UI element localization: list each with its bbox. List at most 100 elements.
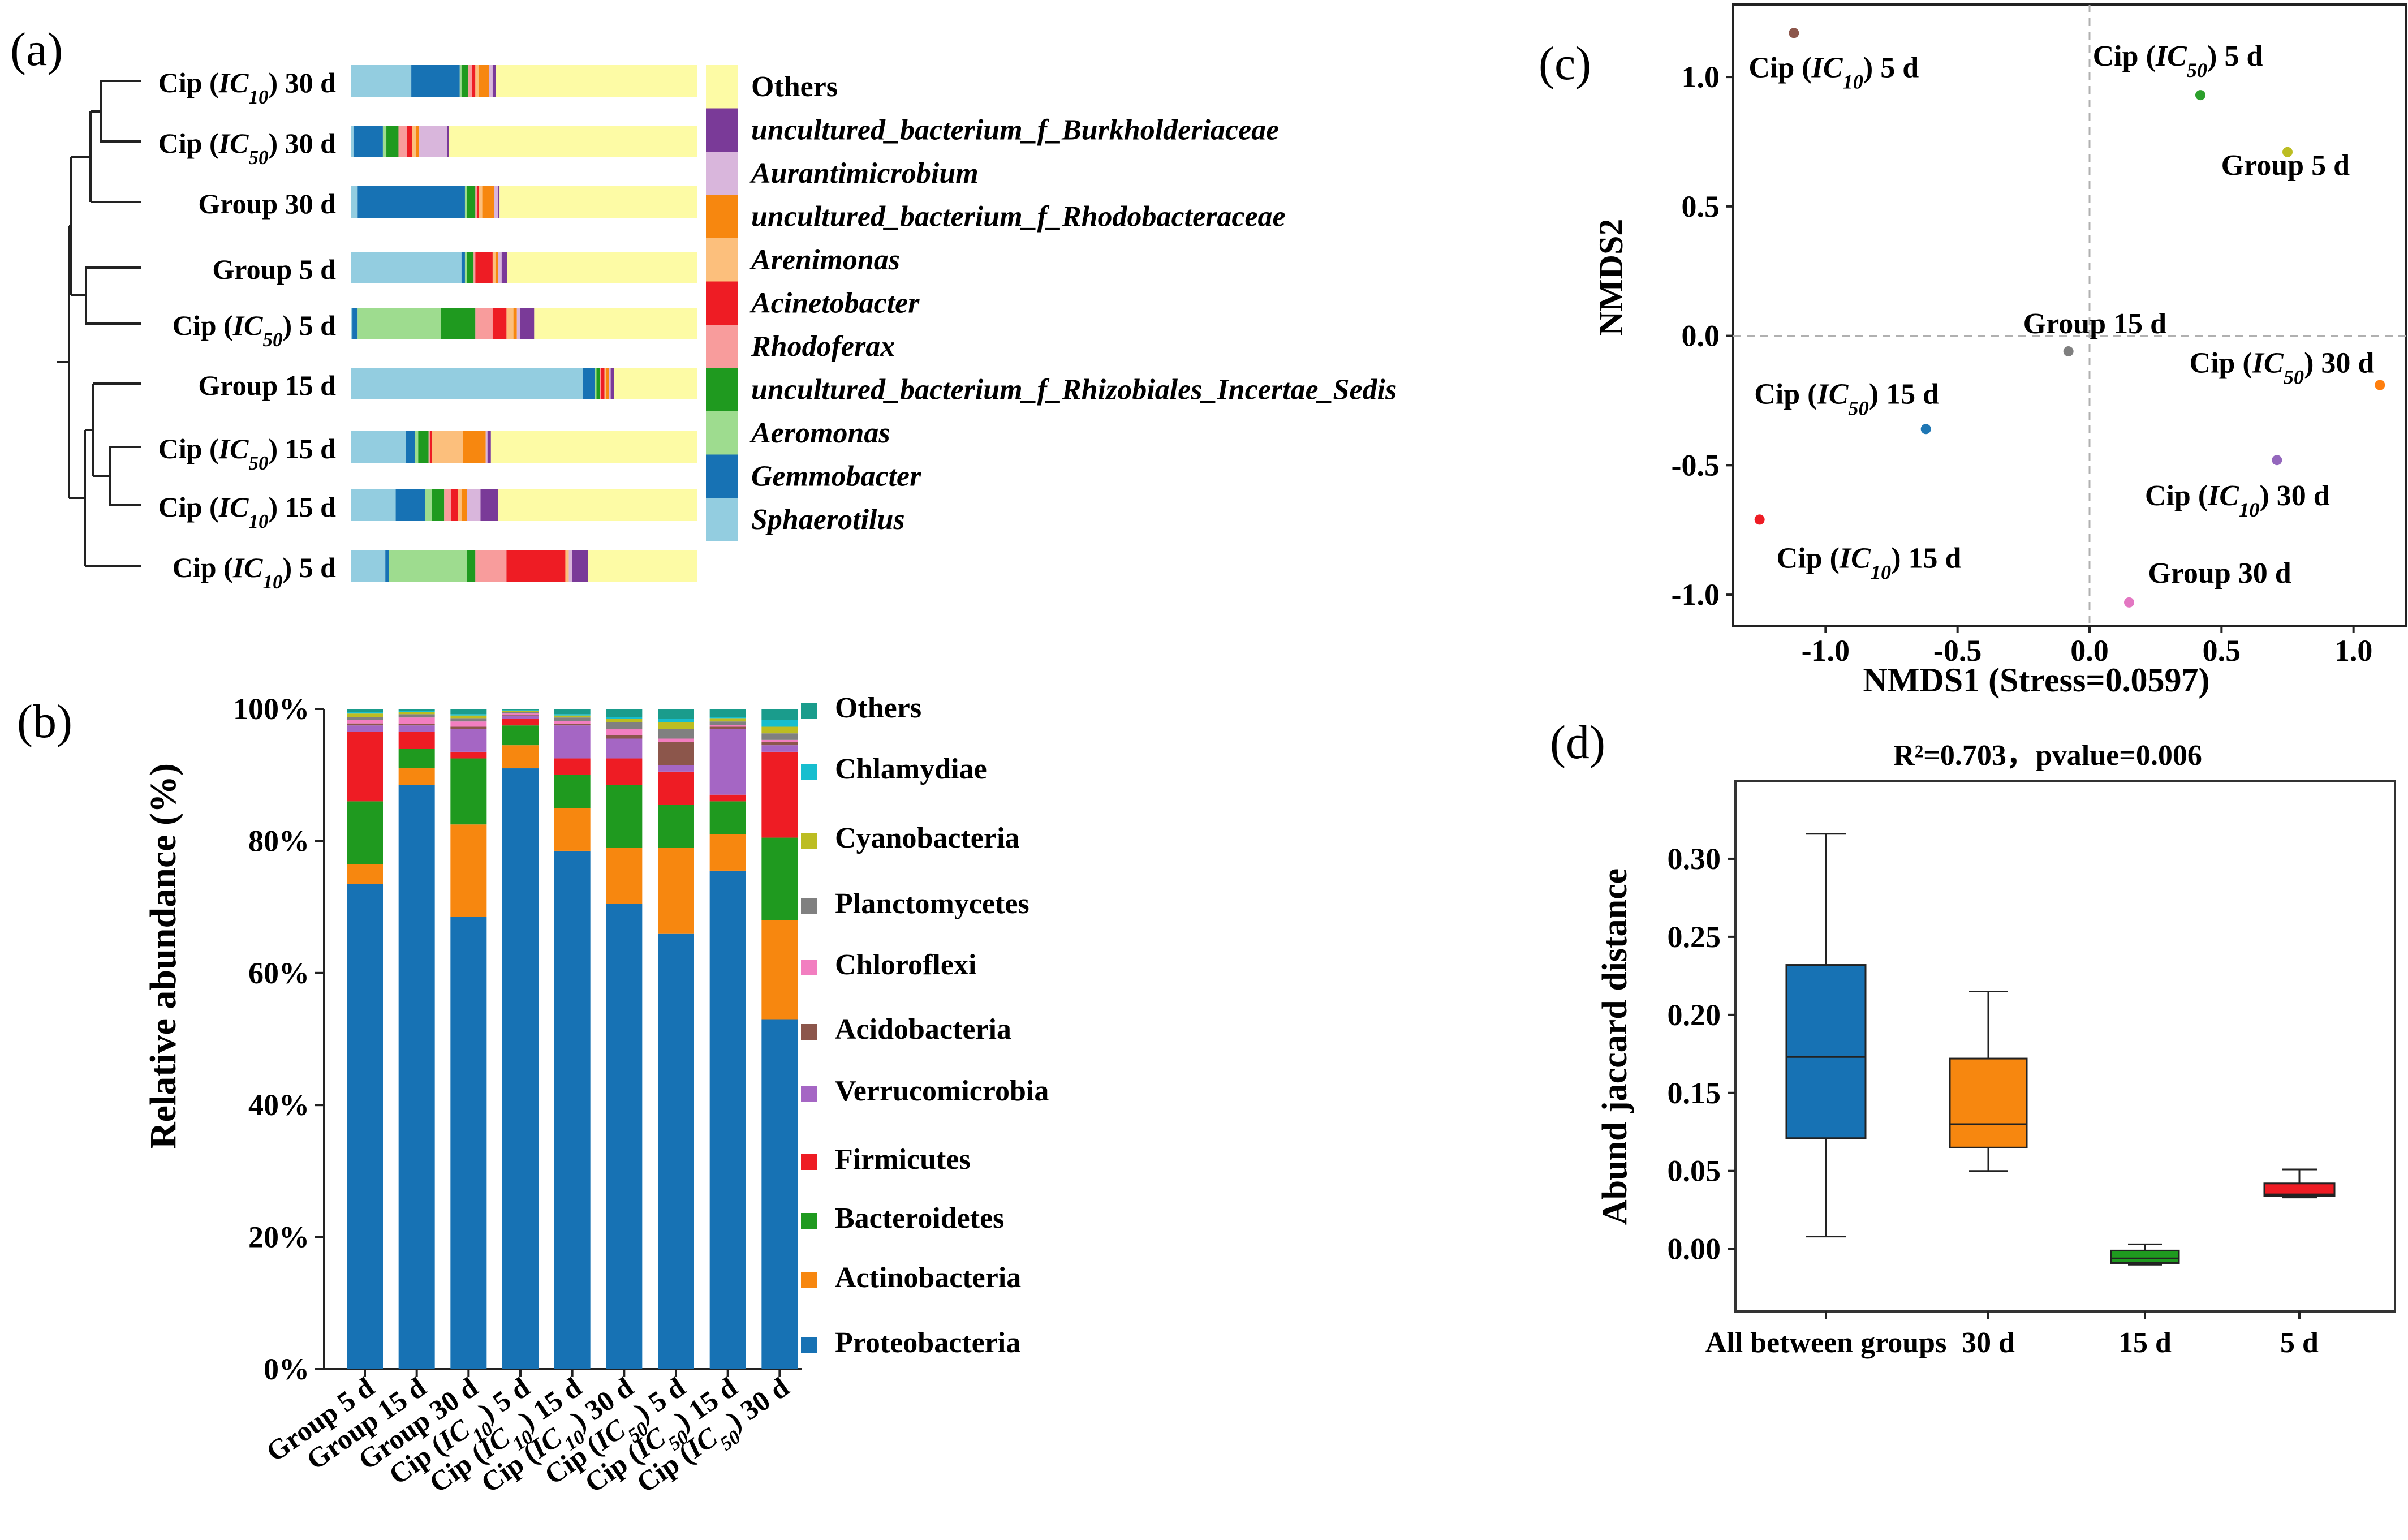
b-bar-segment (450, 718, 487, 722)
genus-bar-segment (428, 431, 430, 463)
b-bar-segment (398, 724, 435, 726)
b-bar-segment (450, 715, 487, 719)
genus-legend-swatch (706, 411, 738, 455)
genus-bar-segment (467, 186, 476, 218)
b-y-tick-label: 0% (264, 1352, 309, 1386)
genus-legend-label: Aeromonas (749, 417, 890, 449)
b-bar-segment (761, 837, 798, 920)
genus-legend-label: Rhodoferax (751, 330, 895, 363)
b-bar-segment (761, 709, 798, 720)
phylum-legend-item: Proteobacteria (801, 1327, 1020, 1359)
c-points (1754, 28, 2385, 608)
genus-legend-item: uncultured_bacterium_f_Rhizobiales_Incer… (706, 368, 1397, 411)
phylum-legend-swatch (801, 1154, 817, 1170)
genus-bar-segment (416, 126, 420, 157)
dendrogram-branch (100, 80, 141, 143)
b-bar-segment (554, 758, 591, 775)
b-bar-segment (658, 742, 694, 765)
b-bar-segment (347, 723, 383, 726)
phylum-legend-label: Acidobacteria (835, 1013, 1011, 1046)
genus-legend-label: Arenimonas (749, 244, 900, 276)
d-y-tick-label: 0.20 (1668, 998, 1721, 1032)
b-bar-segment (606, 738, 643, 759)
phylum-legend-label: Bacteroidetes (835, 1202, 1004, 1234)
b-bar-segment (398, 732, 435, 749)
phylum-legend: Others Chlamydiae Cyanobacteria Planctomyce… (801, 692, 1049, 1359)
genus-bar-segment (604, 368, 606, 399)
genus-bar-segment (353, 126, 383, 157)
genus-legend-item: Rhodoferax (706, 325, 895, 368)
d-y-tick-label: 0.05 (1668, 1154, 1721, 1188)
b-bar-segment (502, 709, 539, 711)
sample-label: Cip (IC10) 30 d (158, 67, 336, 108)
genus-bar-row (351, 126, 697, 157)
genus-legend-item: Others (706, 65, 838, 109)
sample-label: Cip (IC10) 15 d (158, 491, 336, 532)
b-bar-segment (606, 709, 643, 717)
b-bar-segment (398, 785, 435, 1369)
b-bar-segment (606, 717, 643, 719)
phylum-legend-item: Firmicutes (801, 1143, 971, 1176)
genus-bar-segment (475, 65, 479, 97)
phylum-legend-label: Cyanobacteria (835, 822, 1019, 854)
phylum-legend-swatch (801, 764, 817, 780)
sample-label: Cip (IC50) 30 d (158, 127, 336, 169)
b-bar-segment (709, 725, 746, 727)
b-bar-column (347, 709, 383, 1369)
genus-bar-segment (475, 308, 493, 339)
genus-bar-segment (489, 65, 493, 97)
genus-legend-label: Sphaerotilus (751, 504, 905, 536)
genus-bar-segment (351, 126, 354, 157)
genus-bar-row (351, 368, 697, 399)
c-point-label: Cip (IC50) 15 d (1754, 378, 1939, 419)
dendrogram-branch (109, 446, 141, 506)
b-bar-segment (450, 714, 487, 716)
c-point-label: Cip (IC50) 30 d (2190, 347, 2375, 389)
b-bar-segment (658, 933, 694, 1369)
genus-bar-segment (351, 252, 462, 283)
b-bar-segment (606, 722, 643, 729)
c-point (2063, 346, 2074, 357)
b-bar-segment (554, 721, 591, 724)
b-bar-segment (606, 758, 643, 785)
genus-legend-swatch (706, 454, 738, 498)
c-y-tick-label: 0.0 (1682, 319, 1720, 353)
b-bar-segment (554, 709, 591, 715)
genus-bar-segment (494, 186, 498, 218)
c-x-tick-label: 1.0 (2334, 634, 2373, 668)
genus-bar-segment (432, 431, 463, 463)
c-point-label: Cip (IC10) 30 d (2145, 480, 2330, 521)
genus-bar-segment (411, 65, 460, 97)
genus-bar-segment (480, 489, 498, 521)
panel-d-boxplot: (d) R²=0.703，pvalue=0.006 Abund jaccard … (1550, 716, 2396, 1359)
d-y-tick-label: 0.00 (1668, 1232, 1721, 1266)
genus-legend-swatch (706, 368, 738, 411)
b-bar-segment (502, 715, 539, 716)
genus-bar-segment (614, 368, 697, 399)
c-point-label: Cip (IC10) 15 d (1777, 542, 1962, 583)
b-bar-segment (606, 785, 643, 848)
genus-bar-segment (461, 252, 465, 283)
phylum-legend-label: Others (835, 692, 921, 724)
panel-c-label: (c) (1539, 37, 1591, 90)
b-bar-segment (709, 709, 746, 717)
genus-legend-swatch (706, 281, 738, 325)
genus-bar-segment (492, 308, 507, 339)
b-bar-segment (709, 721, 746, 725)
genus-bar-row (351, 186, 697, 218)
b-bar-segment (554, 715, 591, 718)
genus-bar-segment (351, 550, 386, 582)
b-bar-segment (606, 904, 643, 1369)
b-bar-segment (398, 711, 435, 712)
b-bar-segment (502, 715, 539, 719)
b-bar-segment (709, 801, 746, 834)
d-box-body (2263, 1182, 2336, 1197)
phylum-legend-item: Planctomycetes (801, 888, 1029, 920)
genus-legend-item: Aeromonas (706, 411, 890, 455)
genus-bar-segment (487, 431, 491, 463)
phylum-legend-swatch (801, 960, 817, 975)
b-bar-segment (450, 751, 487, 759)
c-point (2282, 147, 2293, 157)
b-bar-segment (658, 771, 694, 805)
